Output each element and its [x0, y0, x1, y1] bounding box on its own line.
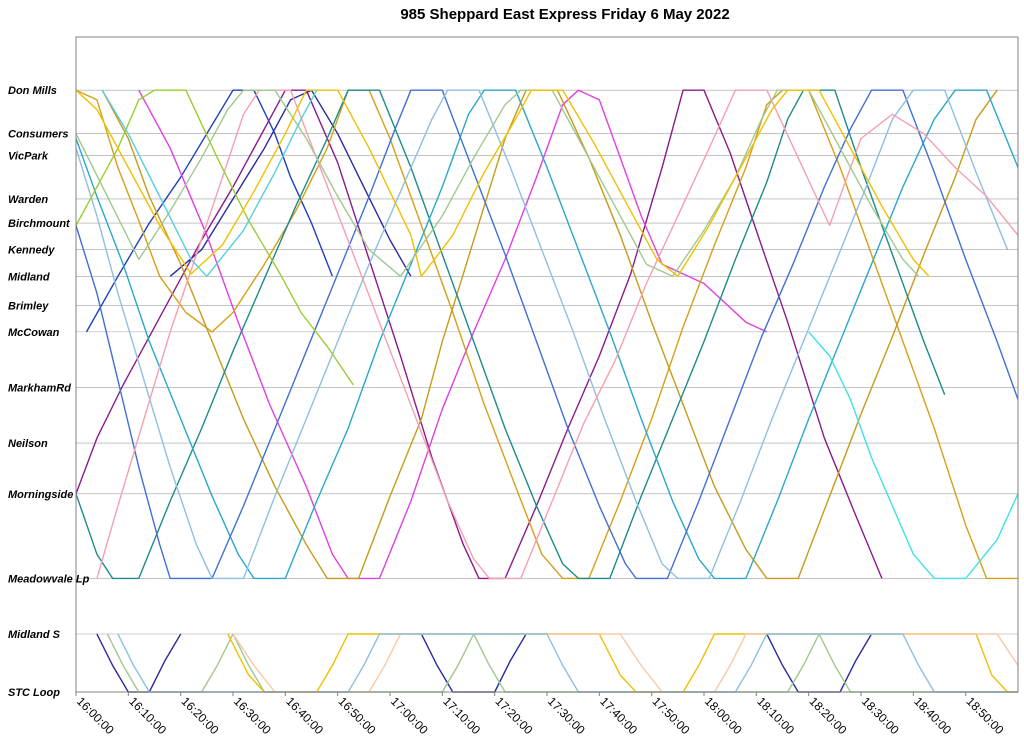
plot-area-frame: [75, 36, 1019, 693]
series-line-5: [101, 89, 998, 580]
station-label-12: Meadowvale Lp: [8, 573, 90, 585]
series-line-10: [96, 89, 1019, 580]
series-line-6: [75, 89, 946, 580]
chart-title: 985 Sheppard East Express Friday 6 May 2…: [400, 6, 730, 23]
x-tick-label-1: 16:10:00: [126, 694, 169, 737]
station-label-11: Morningside: [8, 489, 73, 501]
series-line-12: [75, 89, 920, 277]
series-line-0: [85, 89, 334, 333]
series-line-2: [75, 89, 883, 580]
x-tick-label-9: 17:30:00: [545, 694, 588, 737]
series-line-13: [75, 89, 930, 277]
station-label-3: Warden: [8, 194, 48, 206]
x-tick-label-13: 18:10:00: [754, 694, 797, 737]
station-label-6: Midland: [8, 271, 50, 283]
x-tick-label-5: 16:50:00: [336, 694, 379, 737]
series-line-11: [75, 89, 354, 386]
series-line-1: [169, 89, 412, 277]
series-line-18: [766, 633, 873, 693]
station-label-0: Don Mills: [8, 85, 57, 97]
series-layer: [75, 89, 1019, 693]
x-tick-label-16: 18:40:00: [911, 694, 954, 737]
series-line-17: [420, 633, 527, 693]
x-tick-label-12: 18:00:00: [702, 694, 745, 737]
x-tick-label-17: 18:50:00: [964, 694, 1007, 737]
x-tick-label-6: 17:00:00: [388, 694, 431, 737]
x-tick-label-7: 17:10:00: [440, 694, 483, 737]
series-line-14: [101, 89, 318, 277]
x-tick-label-2: 16:20:00: [179, 694, 222, 737]
x-tick-label-0: 16:00:00: [74, 694, 117, 737]
x-tick-label-4: 16:40:00: [283, 694, 326, 737]
time-tick-labels: 16:00:00 16:10:00 16:20:00 16:30:00 16:40:00…: [74, 692, 1007, 737]
series-line-8: [75, 89, 1019, 580]
x-tick-label-8: 17:20:00: [493, 694, 536, 737]
x-tick-label-14: 18:20:00: [807, 694, 850, 737]
series-line-7: [75, 89, 1019, 580]
series-line-3: [138, 89, 768, 580]
station-label-5: Kennedy: [8, 245, 55, 257]
x-tick-label-15: 18:30:00: [859, 694, 902, 737]
x-tick-label-11: 17:50:00: [650, 694, 693, 737]
station-label-1: Consumers: [8, 129, 69, 141]
station-label-13: Midland S: [8, 629, 61, 641]
series-line-21: [232, 633, 1019, 693]
station-label-14: STC Loop: [8, 687, 60, 699]
series-line-15: [808, 331, 1019, 580]
series-line-19: [106, 633, 1018, 693]
series-line-16: [96, 633, 182, 693]
series-line-9: [75, 89, 1009, 580]
x-tick-label-3: 16:30:00: [231, 694, 274, 737]
x-tick-label-10: 17:40:00: [597, 694, 640, 737]
station-label-8: McCowan: [8, 327, 60, 339]
station-label-2: VicPark: [8, 150, 49, 162]
station-label-9: MarkhamRd: [8, 382, 71, 394]
station-label-7: Brimley: [8, 300, 49, 312]
series-line-20: [227, 633, 1018, 693]
series-line-4: [75, 89, 1018, 580]
station-label-4: Birchmount: [8, 218, 71, 230]
station-labels: Don Mills Consumers VicPark Warden Birchmoun…: [8, 85, 90, 699]
station-label-10: Neilson: [8, 438, 48, 450]
